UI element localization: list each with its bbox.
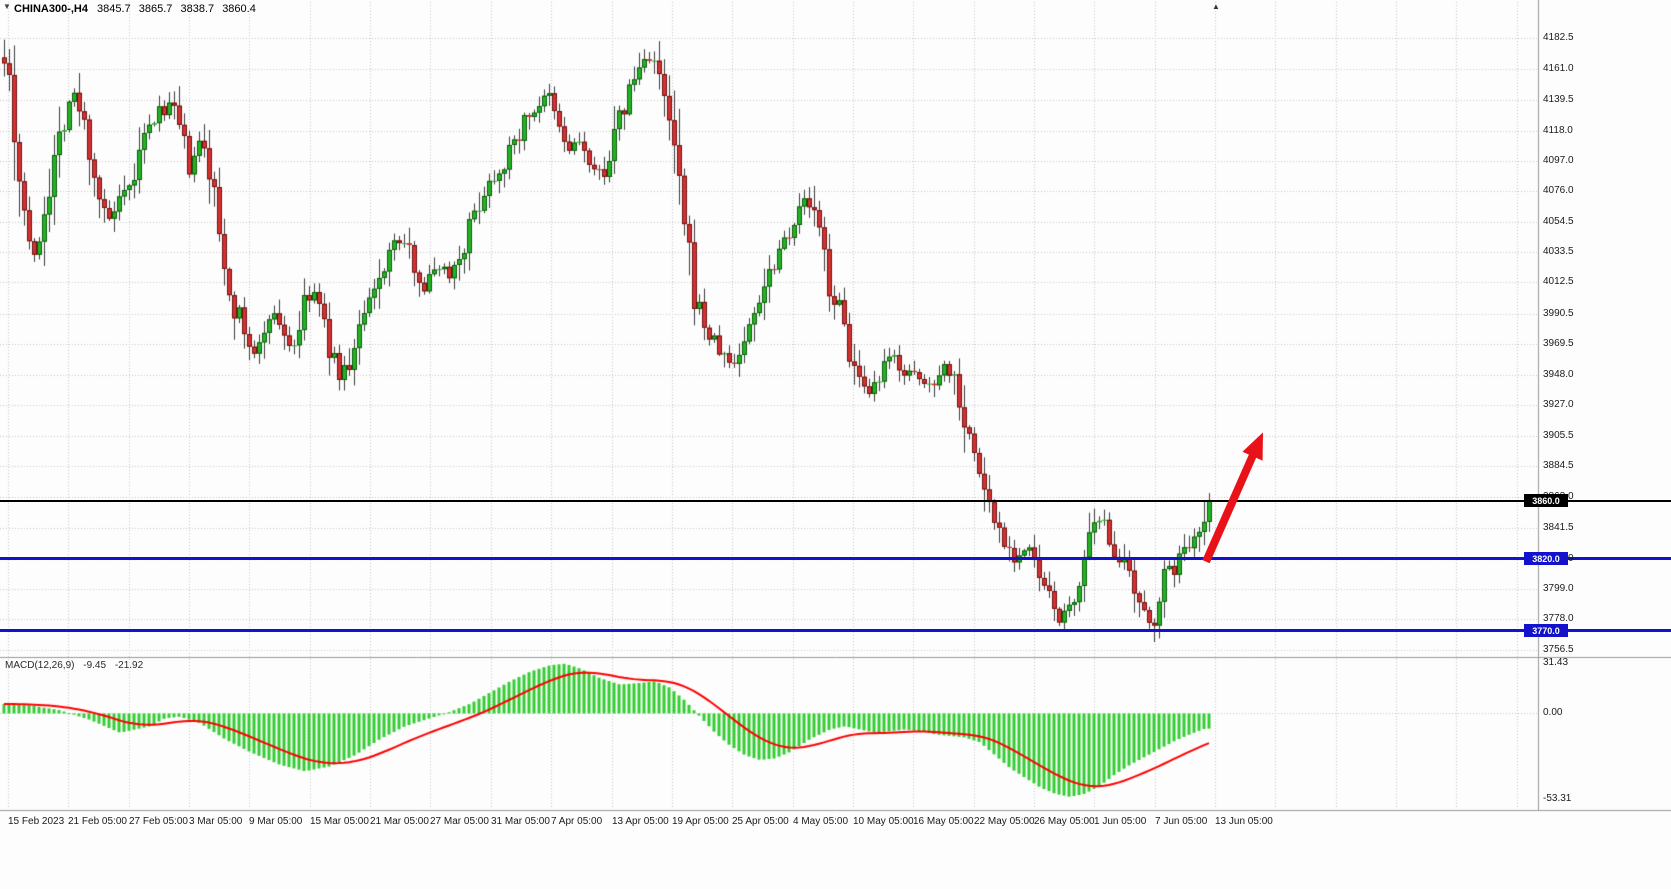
macd-axis-label: -53.31: [1543, 793, 1572, 804]
time-axis-label: 22 May 05:00: [974, 816, 1035, 827]
time-axis-label: 1 Jun 05:00: [1094, 816, 1147, 827]
time-axis-label: 9 Mar 05:00: [249, 816, 303, 827]
one-click-trading-expander-icon[interactable]: ▼: [3, 2, 11, 11]
price-axis-label: 3841.5: [1543, 521, 1574, 533]
time-axis-label: 4 May 05:00: [793, 816, 849, 827]
price-axis-label: 3969.5: [1543, 338, 1574, 349]
ohlc-high: 3865.7: [138, 3, 173, 15]
price-axis-label: 4033.5: [1543, 246, 1574, 258]
time-axis-label: 15 Feb 2023: [8, 816, 65, 827]
horizontal-line-3770.0[interactable]: [0, 629, 1671, 632]
symbol-period-label: CHINA300-,H4: [14, 3, 88, 15]
time-axis-label: 26 May 05:00: [1034, 816, 1095, 827]
time-axis-label: 31 Mar 05:00: [491, 816, 550, 827]
price-axis-label: 3799.0: [1543, 582, 1574, 594]
price-axis-label: 3778.0: [1543, 613, 1574, 625]
chart-ohlc-header: CHINA300-,H4 3845.7 3865.7 3838.7 3860.4: [14, 3, 261, 15]
price-axis-label: 4118.0: [1543, 124, 1573, 136]
price-axis-label: 4182.5: [1543, 32, 1574, 43]
time-axis-label: 16 May 05:00: [913, 816, 974, 827]
time-axis-label: 10 May 05:00: [853, 816, 914, 827]
time-axis-label: 19 Apr 05:00: [672, 816, 729, 827]
ohlc-close: 3860.4: [222, 3, 256, 15]
price-axis-label: 3927.0: [1543, 399, 1574, 411]
price-axis-label: 3905.5: [1543, 429, 1574, 441]
price-tag-3770.0: 3770.0: [1524, 624, 1568, 637]
time-axis-label: 27 Feb 05:00: [129, 816, 188, 827]
price-axis-label: 4161.0: [1543, 62, 1574, 74]
time-axis-label: 3 Mar 05:00: [189, 816, 243, 827]
macd-signal-value: -21.92: [114, 660, 144, 671]
time-axis-label: 21 Feb 05:00: [68, 816, 127, 827]
price-axis-label: 3990.5: [1543, 307, 1574, 319]
time-axis-label: 13 Jun 05:00: [1215, 816, 1273, 827]
time-axis-label: 25 Apr 05:00: [732, 816, 789, 827]
price-tag-3860.0: 3860.0: [1524, 494, 1568, 507]
time-axis-label: 21 Mar 05:00: [370, 816, 429, 827]
ohlc-open: 3845.7: [97, 3, 131, 15]
price-axis-label: 3756.5: [1543, 644, 1574, 655]
time-axis-label: 13 Apr 05:00: [612, 816, 669, 827]
price-axis-label: 3948.0: [1543, 368, 1574, 380]
macd-main-value: -9.45: [83, 660, 107, 671]
price-axis-label: 3884.5: [1543, 460, 1574, 472]
scroll-position-marker-icon: ▲: [1212, 2, 1220, 11]
macd-indicator-label: MACD(12,26,9) -9.45 -21.92: [5, 660, 149, 671]
price-axis-label: 4139.5: [1543, 93, 1574, 105]
time-axis-label: 27 Mar 05:00: [430, 816, 489, 827]
price-axis-label: 4076.0: [1543, 185, 1574, 196]
time-axis-label: 15 Mar 05:00: [310, 816, 369, 827]
macd-name: MACD(12,26,9): [5, 660, 75, 671]
macd-axis-label: 0.00: [1543, 707, 1563, 719]
price-axis-label: 4012.5: [1543, 276, 1574, 288]
ohlc-low: 3838.7: [180, 3, 215, 15]
price-axis-label: 4054.5: [1543, 215, 1574, 227]
time-axis-label: 7 Apr 05:00: [551, 816, 603, 827]
macd-axis-label: 31.43: [1543, 657, 1569, 668]
time-axis-label: 7 Jun 05:00: [1155, 816, 1208, 827]
horizontal-line-3820.0[interactable]: [0, 557, 1671, 560]
horizontal-line-3860.0[interactable]: [0, 500, 1671, 502]
price-tag-3820.0: 3820.0: [1524, 552, 1568, 565]
price-axis-label: 4097.0: [1543, 154, 1574, 166]
